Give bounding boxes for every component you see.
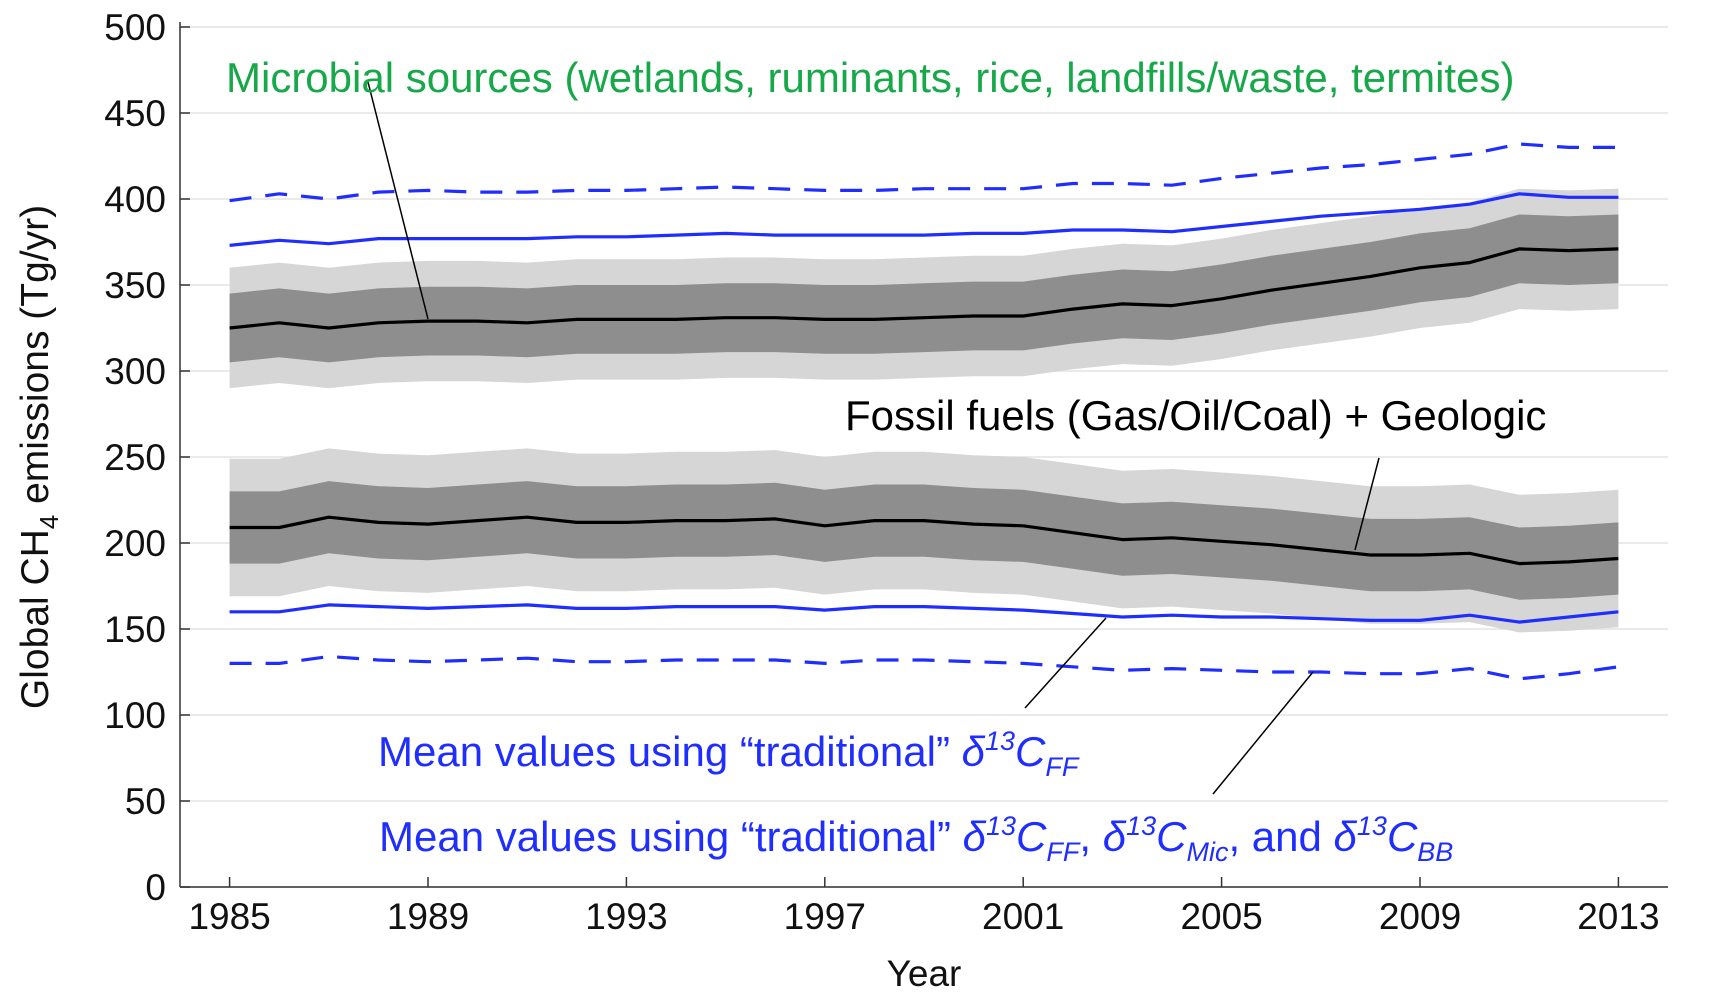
x-tick-label: 2001 (982, 896, 1064, 937)
annotation: Microbial sources (wetlands, ruminants, … (226, 54, 1514, 101)
leader-line (1024, 617, 1107, 709)
leader-lines (367, 81, 1380, 795)
y-tick-label: 300 (104, 351, 166, 392)
y-tick-label: 0 (145, 867, 166, 908)
x-tick-label: 1985 (188, 896, 270, 937)
axes: 0 50 100 150 200 250 300 350 400 450 500 1985 1989 19… (104, 7, 1668, 937)
x-axis-label: Year (887, 953, 962, 994)
series-line (229, 654, 1619, 681)
series-line (229, 142, 1619, 203)
series-line (229, 515, 1619, 566)
y-tick-label: 200 (104, 523, 166, 564)
y-axis-label: Global CH4 emissions (Tg/yr) (14, 205, 64, 709)
x-tick-label: 2005 (1180, 896, 1262, 937)
band (229, 481, 1619, 600)
annotation: Mean values using “traditional” δ13CFF, … (379, 811, 1453, 867)
leader-line (367, 81, 429, 320)
plot-area (229, 142, 1619, 681)
leader-line (1212, 671, 1314, 795)
y-tick-label: 450 (104, 93, 166, 134)
y-tick-label: 150 (104, 609, 166, 650)
leader-line (1354, 457, 1380, 551)
y-tick-label: 50 (125, 781, 166, 822)
x-tick-label: 1989 (387, 896, 469, 937)
x-tick-label: 2013 (1577, 896, 1659, 937)
band (229, 214, 1619, 363)
y-tick-label: 400 (104, 179, 166, 220)
series-line (229, 247, 1619, 330)
y-tick-label: 350 (104, 265, 166, 306)
series-line (229, 192, 1619, 247)
x-tick-label: 1997 (784, 896, 866, 937)
annotation: Fossil fuels (Gas/Oil/Coal) + Geologic (845, 392, 1546, 439)
y-tick-label: 250 (104, 437, 166, 478)
annotation: Mean values using “traditional” δ13CFF (378, 726, 1080, 782)
series-line (229, 603, 1619, 624)
x-tick-label: 2009 (1379, 896, 1461, 937)
y-tick-label: 100 (104, 695, 166, 736)
y-tick-label: 500 (104, 7, 166, 48)
x-tick-label: 1993 (585, 896, 667, 937)
